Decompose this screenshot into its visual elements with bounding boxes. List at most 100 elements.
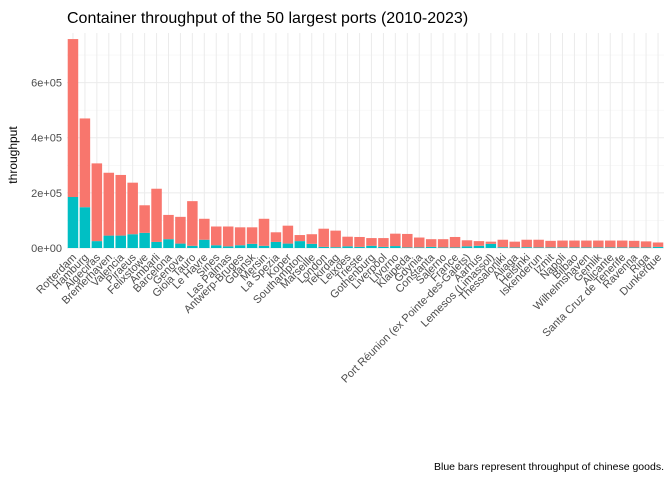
bar-chinese-segment xyxy=(366,245,377,248)
bar-chinese-segment xyxy=(485,243,497,248)
bar-chinese-segment xyxy=(616,247,628,248)
bar-other-segment xyxy=(270,232,282,242)
bar-other-segment xyxy=(79,118,91,208)
bar-chinese-segment xyxy=(437,247,449,248)
bar-other-segment xyxy=(461,240,473,247)
bar-chinese-segment xyxy=(222,246,234,248)
bar-other-segment xyxy=(91,163,103,242)
bar-chinese-segment xyxy=(402,247,413,248)
bar-other-segment xyxy=(282,225,294,244)
bar-other-segment xyxy=(402,233,413,248)
bar-chinese-segment xyxy=(127,234,138,248)
bar-other-segment xyxy=(318,228,329,247)
bar-other-segment xyxy=(533,239,544,248)
bar-other-segment xyxy=(616,240,628,248)
bar-other-segment xyxy=(425,239,437,247)
bar-other-segment xyxy=(557,240,568,248)
bar-other-segment xyxy=(628,240,640,248)
bar-other-segment xyxy=(640,241,652,248)
bar-chinese-segment xyxy=(378,246,389,248)
bar-other-segment xyxy=(294,235,306,242)
bar-chinese-segment xyxy=(473,245,485,248)
bar-chinese-segment xyxy=(115,235,126,248)
bars xyxy=(67,39,664,248)
bar-chinese-segment xyxy=(533,247,544,248)
bar-chinese-segment xyxy=(628,247,640,248)
bar-other-segment xyxy=(378,238,389,247)
bar-chinese-segment xyxy=(294,241,306,248)
bar-other-segment xyxy=(605,240,616,248)
y-tick-label: 0e+00 xyxy=(31,243,62,255)
bar-other-segment xyxy=(342,236,353,247)
bar-other-segment xyxy=(652,242,664,247)
bar-other-segment xyxy=(187,201,198,246)
bar-other-segment xyxy=(115,174,126,236)
bar-chinese-segment xyxy=(67,197,79,248)
bar-other-segment xyxy=(139,205,150,233)
bar-other-segment xyxy=(199,218,210,240)
bar-other-segment xyxy=(103,172,115,236)
bar-chinese-segment xyxy=(199,239,210,248)
bar-chinese-segment xyxy=(354,246,365,248)
bar-chinese-segment xyxy=(318,246,329,248)
bar-chinese-segment xyxy=(593,247,604,248)
bar-other-segment xyxy=(569,240,580,248)
bar-other-segment xyxy=(246,227,258,244)
bar-other-segment xyxy=(163,214,174,240)
bar-other-segment xyxy=(390,233,401,247)
bar-chinese-segment xyxy=(79,207,91,248)
bar-other-segment xyxy=(473,241,485,246)
bar-other-segment xyxy=(413,237,425,248)
y-tick-label: 6e+05 xyxy=(31,78,62,90)
bar-chinese-segment xyxy=(163,239,174,248)
bar-chinese-segment xyxy=(234,245,246,248)
bar-other-segment xyxy=(521,239,532,248)
bar-chinese-segment xyxy=(103,235,115,248)
bar-other-segment xyxy=(127,182,138,235)
bar-chinese-segment xyxy=(581,247,592,248)
bar-chinese-segment xyxy=(497,247,509,248)
bar-chinese-segment xyxy=(461,246,473,248)
bar-chinese-segment xyxy=(569,247,580,248)
bar-chinese-segment xyxy=(425,246,437,248)
y-tick-label: 2e+05 xyxy=(31,188,62,200)
bar-chinese-segment xyxy=(151,241,162,248)
bar-chinese-segment xyxy=(270,241,282,248)
chart-caption: Blue bars represent throughput of chines… xyxy=(434,461,664,473)
bar-other-segment xyxy=(354,236,365,247)
y-axis: 0e+00 2e+05 4e+05 6e+05 xyxy=(31,78,62,255)
bar-other-segment xyxy=(509,241,521,248)
bar-chinese-segment xyxy=(509,247,521,248)
bar-chinese-segment xyxy=(652,246,664,248)
bar-other-segment xyxy=(210,226,222,246)
bar-other-segment xyxy=(593,240,604,248)
x-axis: RotterdamHamburgAlgecirasBremerhavenVale… xyxy=(34,251,664,385)
bar-chinese-segment xyxy=(521,247,532,248)
bar-other-segment xyxy=(366,238,377,246)
bar-chinese-segment xyxy=(342,246,353,248)
bar-chinese-segment xyxy=(605,247,616,248)
bar-other-segment xyxy=(175,216,186,244)
bar-chinese-segment xyxy=(640,247,652,248)
bar-chinese-segment xyxy=(187,245,198,248)
bar-other-segment xyxy=(545,240,556,248)
bar-chinese-segment xyxy=(413,247,425,248)
bar-other-segment xyxy=(306,234,318,244)
bar-chinese-segment xyxy=(282,243,294,248)
bar-other-segment xyxy=(258,218,270,246)
bar-chinese-segment xyxy=(139,232,150,248)
bar-chinese-segment xyxy=(306,243,318,248)
bar-other-segment xyxy=(449,236,461,248)
y-axis-title: throughput xyxy=(6,126,20,184)
bar-other-segment xyxy=(234,227,246,246)
bar-chinese-segment xyxy=(210,245,222,248)
bar-chinese-segment xyxy=(246,243,258,248)
bar-other-segment xyxy=(437,239,449,248)
chart-title: Container throughput of the 50 largest p… xyxy=(67,10,468,27)
bar-chinese-segment xyxy=(258,245,270,248)
bar-chinese-segment xyxy=(91,241,103,248)
bar-chinese-segment xyxy=(545,247,556,248)
bar-other-segment xyxy=(67,39,79,198)
bar-chinese-segment xyxy=(330,247,341,248)
bar-other-segment xyxy=(581,240,592,248)
